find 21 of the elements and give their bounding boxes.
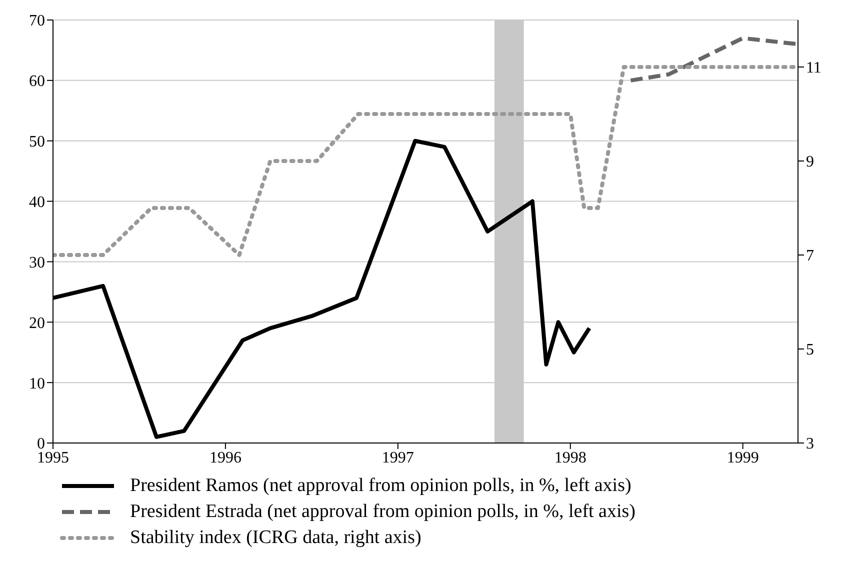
y2-tick-label: 5 <box>806 342 814 359</box>
y-tick-label: 20 <box>29 314 45 332</box>
line-series <box>53 65 798 257</box>
y-tick-label: 60 <box>29 73 45 90</box>
legend-label: Stability index (ICRG data, right axis) <box>130 526 422 550</box>
y2-tick-label: 7 <box>806 248 814 265</box>
x-tick-label: 1997 <box>382 449 414 466</box>
x-tick-label: 1998 <box>554 449 586 466</box>
y2-tick-label: 11 <box>806 60 822 77</box>
y-tick-label: 10 <box>29 375 45 392</box>
legend-label: President Estrada (net approval from opinion polls, in %, left axis) <box>130 500 636 524</box>
y-tick-label: 70 <box>29 12 45 30</box>
y-tick-label: 50 <box>29 134 45 151</box>
y2-tick-label: 3 <box>806 436 814 453</box>
y-tick-label: 40 <box>29 194 45 211</box>
x-tick-label: 1996 <box>209 449 242 466</box>
y2-tick-label: 9 <box>806 154 814 171</box>
y-tick-label: 30 <box>29 254 45 272</box>
legend-label: President Ramos (net approval from opinion polls, in %, left axis) <box>130 474 632 498</box>
line-series <box>628 36 798 82</box>
x-tick-label: 1999 <box>726 449 759 466</box>
